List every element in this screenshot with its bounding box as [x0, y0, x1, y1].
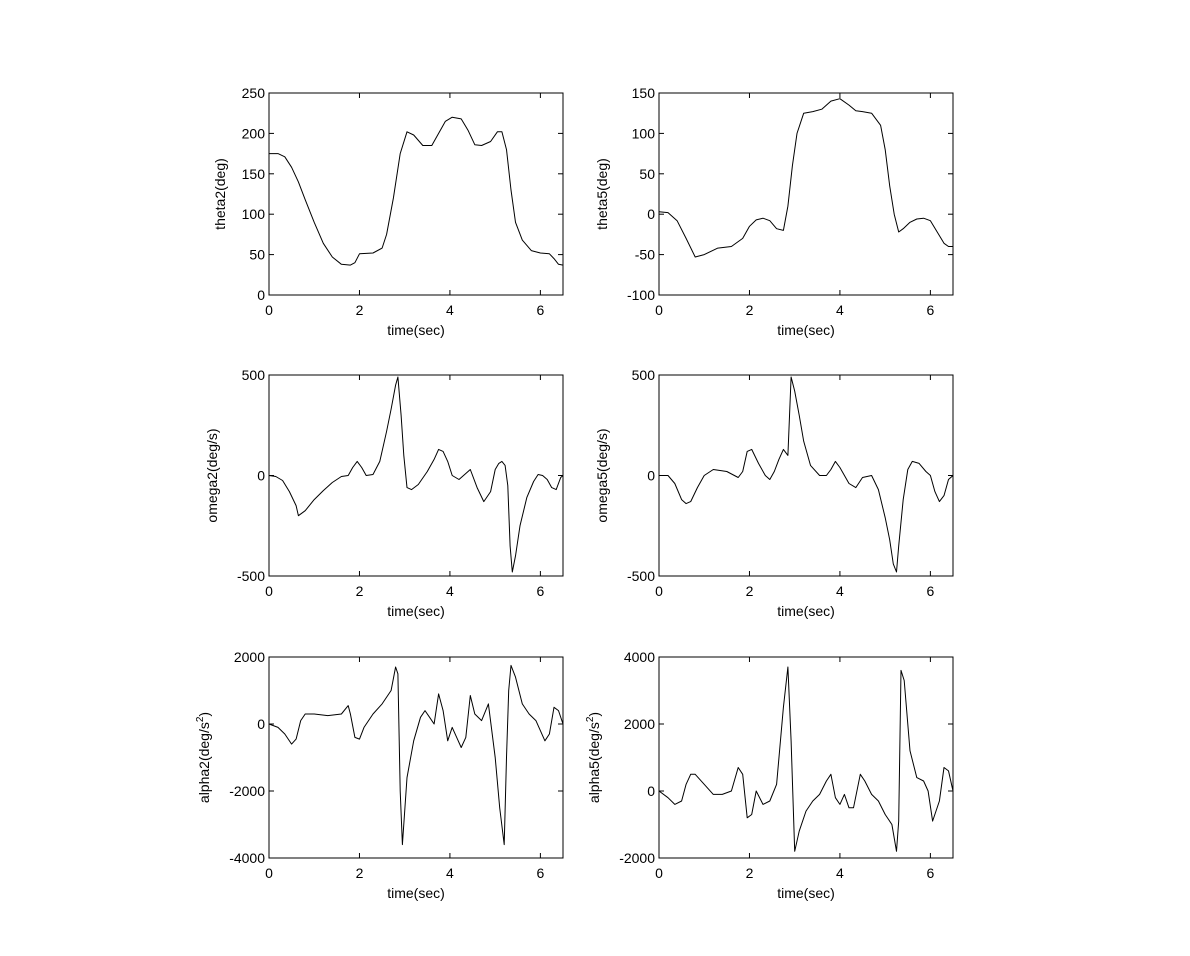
x-axis-label: time(sec) [387, 603, 445, 619]
y-axis-label: theta2(deg) [212, 158, 228, 230]
y-tick-label: 200 [242, 125, 266, 141]
x-tick-label: 2 [746, 302, 754, 318]
x-tick-label: 4 [836, 583, 844, 599]
x-axis-label: time(sec) [387, 885, 445, 901]
y-tick-label: 0 [257, 716, 265, 732]
x-tick-label: 0 [265, 302, 273, 318]
x-tick-label: 2 [356, 865, 364, 881]
y-tick-label: 50 [249, 247, 265, 263]
data-line [659, 376, 954, 573]
x-tick-label: 0 [265, 583, 273, 599]
y-tick-label: 0 [647, 206, 655, 222]
axes-frame [658, 92, 954, 296]
x-tick-label: 2 [356, 583, 364, 599]
y-tick-label: 50 [639, 166, 655, 182]
y-tick-label: 500 [242, 367, 266, 383]
subplot-5: 0 2 4 6 -4000 -2000 0 2000 time(sec) alpha2(deg/s… [195, 649, 564, 901]
y-tick-label: 250 [242, 85, 266, 101]
y-tick-label: 150 [632, 85, 656, 101]
axes-frame [268, 374, 564, 577]
x-tick-label: 2 [746, 583, 754, 599]
axes-frame [268, 92, 564, 296]
y-tick-label: 100 [632, 125, 656, 141]
y-axis-label: alpha5(deg/s2) [585, 712, 602, 803]
y-tick-label: 0 [257, 468, 265, 484]
y-axis-label: theta5(deg) [594, 158, 610, 230]
y-tick-label: 500 [632, 367, 656, 383]
x-tick-label: 4 [446, 302, 454, 318]
y-tick-label: 0 [647, 783, 655, 799]
subplot-1: 0 2 4 6 0 50 100 150 200 250 time(sec) theta2(deg) [212, 85, 564, 338]
x-tick-label: 6 [926, 865, 934, 881]
x-axis-label: time(sec) [777, 322, 835, 338]
y-tick-label: 0 [647, 468, 655, 484]
x-tick-label: 4 [836, 302, 844, 318]
x-axis-label: time(sec) [777, 603, 835, 619]
x-tick-label: 6 [536, 583, 544, 599]
x-tick-label: 4 [446, 583, 454, 599]
y-tick-label: -2000 [619, 850, 655, 866]
x-tick-label: 6 [536, 302, 544, 318]
axes-frame [268, 656, 564, 859]
y-axis-label: alpha2(deg/s2) [195, 712, 212, 803]
y-tick-label: 2000 [234, 649, 265, 665]
y-tick-label: 4000 [624, 649, 655, 665]
subplot-6: 0 2 4 6-2000020004000time(sec)alpha5(deg/s2… [585, 649, 954, 901]
y-axis-label: omega2(deg/s) [204, 428, 220, 522]
x-tick-label: 0 [265, 865, 273, 881]
y-tick-label: -100 [627, 287, 655, 303]
y-tick-label: 150 [242, 166, 266, 182]
y-tick-label: 100 [242, 206, 266, 222]
x-tick-label: 0 [655, 302, 663, 318]
y-tick-label: 2000 [624, 716, 655, 732]
data-line [269, 116, 564, 266]
y-tick-label: -500 [627, 568, 655, 584]
x-tick-label: 4 [446, 865, 454, 881]
x-tick-label: 0 [655, 583, 663, 599]
x-tick-label: 6 [926, 583, 934, 599]
subplot-2: 0 2 4 6 -100 -50 0 50 100 150 time(sec) theta5(deg) [594, 85, 954, 338]
data-line [268, 376, 564, 573]
x-tick-label: 2 [746, 865, 754, 881]
x-axis-label: time(sec) [777, 885, 835, 901]
y-tick-label: -2000 [229, 783, 265, 799]
y-tick-label: -50 [635, 247, 655, 263]
x-axis-label: time(sec) [387, 322, 445, 338]
data-line [658, 666, 954, 852]
data-line [658, 98, 953, 258]
y-tick-label: 0 [257, 287, 265, 303]
axes-frame [658, 374, 954, 577]
y-axis-label: omega5(deg/s) [594, 428, 610, 522]
data-line [268, 664, 564, 846]
y-tick-label: -4000 [229, 850, 265, 866]
x-tick-label: 0 [655, 865, 663, 881]
y-tick-label: -500 [237, 568, 265, 584]
x-tick-label: 6 [926, 302, 934, 318]
axes-frame [658, 656, 954, 859]
x-tick-label: 2 [356, 302, 364, 318]
x-tick-label: 4 [836, 865, 844, 881]
x-tick-label: 6 [536, 865, 544, 881]
